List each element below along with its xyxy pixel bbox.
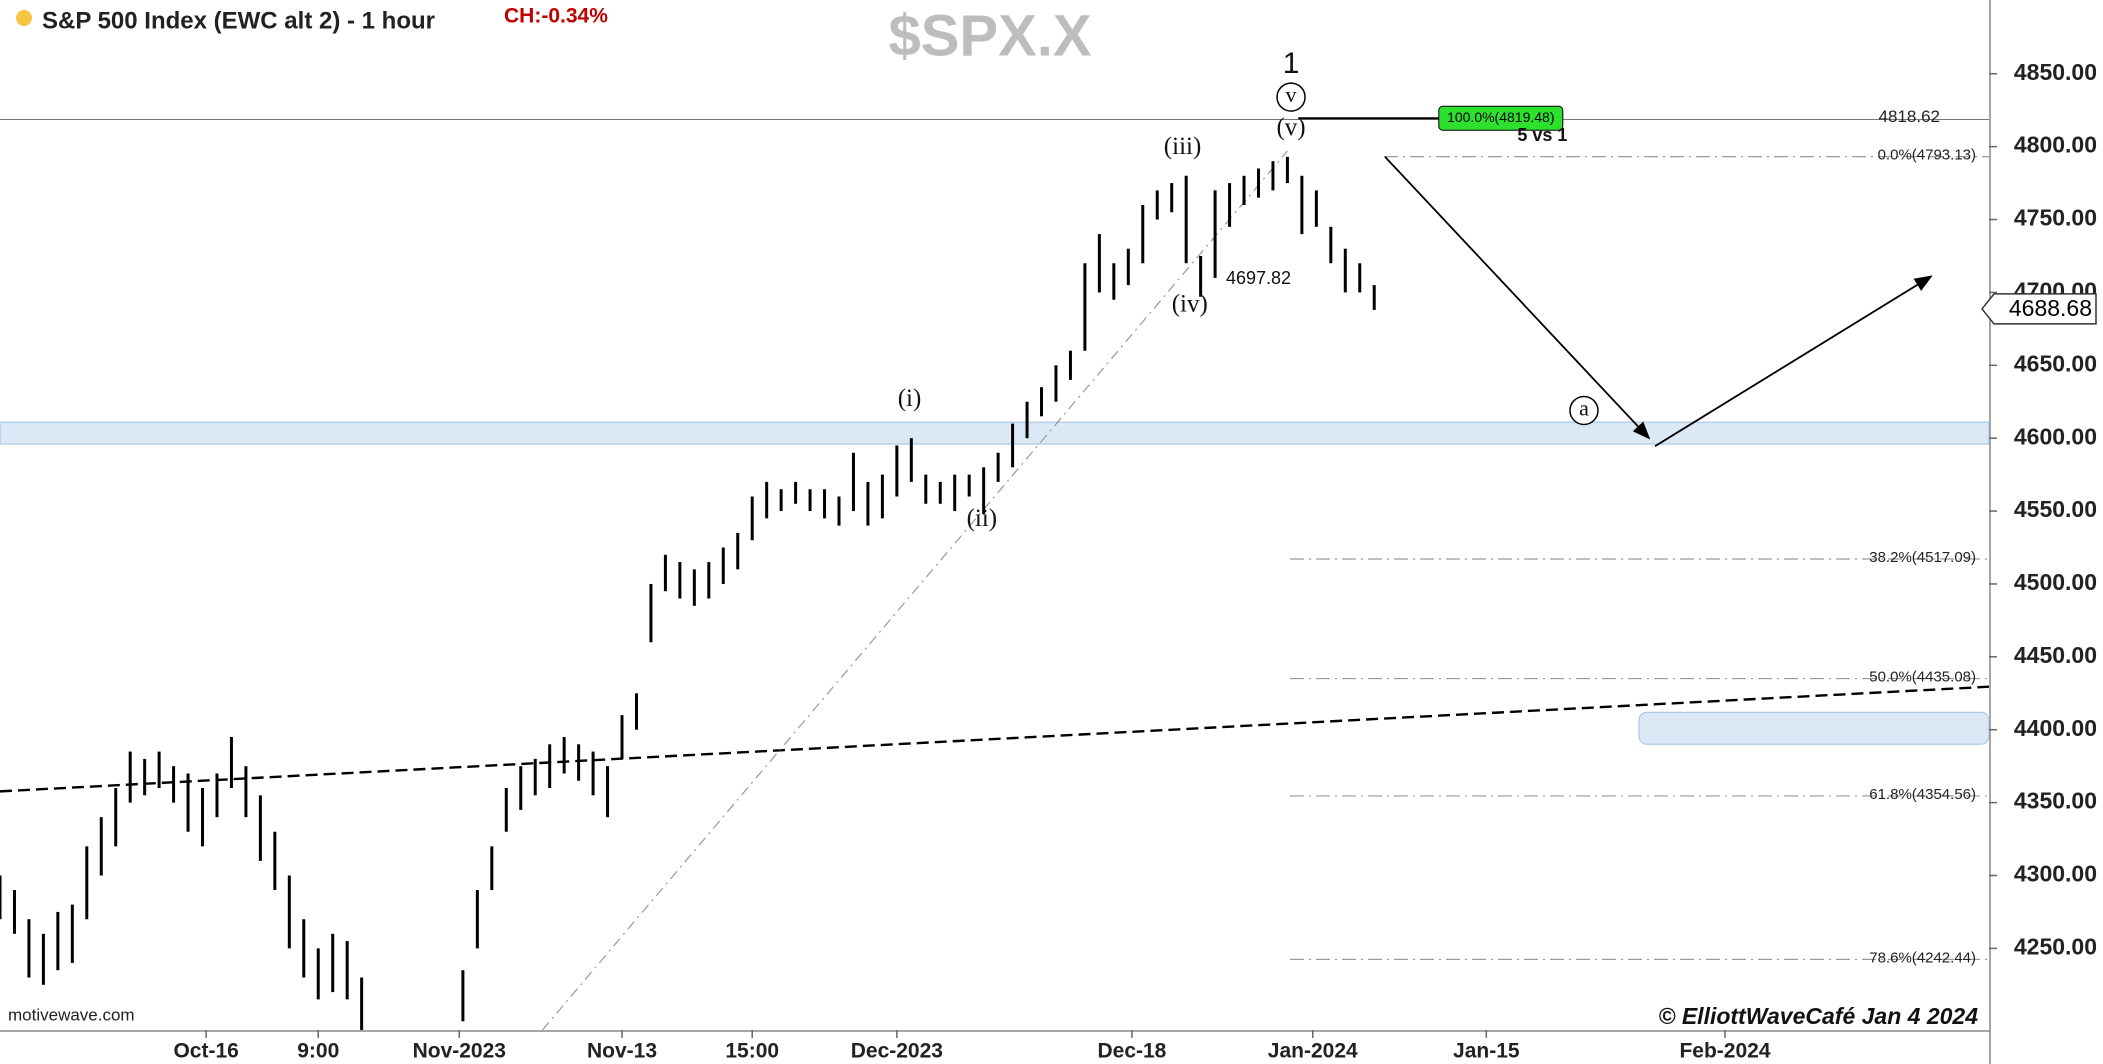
status-dot (16, 10, 32, 26)
x-tick-label: Jan-2024 (1268, 1040, 1358, 1063)
annotation: 5 vs 1 (1517, 125, 1567, 145)
fib-label: 78.6%(4242.44) (1869, 949, 1976, 966)
y-tick-label: 4350.00 (2014, 788, 2097, 814)
change: CH:-0.34% (504, 5, 608, 28)
fib-label: 50.0%(4435.08) (1869, 669, 1976, 686)
annotation: (i) (898, 385, 922, 412)
y-tick-label: 4550.00 (2014, 496, 2097, 522)
trendline (541, 150, 1288, 1031)
zone (0, 421, 1990, 445)
fib-label: 0.0%(4793.13) (1878, 147, 1976, 164)
copyright: © ElliottWaveCafé Jan 4 2024 (1659, 1003, 1979, 1029)
target-box (1438, 105, 1564, 131)
x-tick-label: 9:00 (297, 1040, 339, 1063)
y-tick-label: 4750.00 (2014, 205, 2097, 231)
y-tick-label: 4850.00 (2014, 59, 2097, 85)
last-price-label: 4688.68 (2009, 295, 2092, 321)
x-tick-label: Dec-18 (1097, 1040, 1166, 1063)
annotation: 4697.82 (1226, 268, 1291, 288)
wave-circle (1569, 395, 1599, 426)
annotation: 1 (1283, 47, 1300, 80)
symbol-watermark: $SPX.X (888, 3, 1091, 68)
y-tick-label: 4650.00 (2014, 350, 2097, 376)
x-tick-label: Nov-2023 (413, 1040, 506, 1063)
source: motivewave.com (8, 1005, 135, 1024)
chart-title: S&P 500 Index (EWC alt 2) - 1 hour (42, 7, 435, 34)
annotation: (iv) (1172, 290, 1208, 317)
annotation: a (1579, 396, 1589, 421)
wave-circle (1276, 82, 1306, 112)
y-tick-label: 4300.00 (2014, 861, 2097, 887)
x-tick-label: Feb-2024 (1679, 1040, 1770, 1063)
trendline (0, 685, 1990, 793)
annotation: (iii) (1164, 133, 1202, 160)
x-tick-label: Dec-2023 (851, 1040, 943, 1063)
zone (1638, 711, 1990, 745)
x-tick-label: Nov-13 (587, 1040, 657, 1063)
x-tick-label: 15:00 (725, 1040, 779, 1063)
y-tick-label: 4500.00 (2014, 569, 2097, 595)
fib-label: 38.2%(4517.09) (1869, 549, 1976, 566)
y-tick-label: 4600.00 (2014, 423, 2097, 449)
y-tick-label: 4250.00 (2014, 933, 2097, 959)
x-tick-label: Oct-16 (173, 1040, 238, 1063)
x-tick-label: Jan-15 (1453, 1040, 1520, 1063)
annotation: (v) (1276, 114, 1305, 141)
projection-line (1654, 275, 1933, 447)
y-tick-label: 4800.00 (2014, 132, 2097, 158)
last-price-box (1981, 293, 2097, 325)
target-label: 100.0%(4819.48) (1447, 109, 1554, 125)
y-tick-label: 4400.00 (2014, 715, 2097, 741)
projection-line (1384, 156, 1651, 440)
resistance-label: 4818.62 (1879, 107, 1940, 126)
fib-label: 61.8%(4354.56) (1869, 786, 1976, 803)
annotation: (ii) (967, 505, 998, 532)
annotation: v (1286, 82, 1297, 107)
y-tick-label: 4450.00 (2014, 642, 2097, 668)
